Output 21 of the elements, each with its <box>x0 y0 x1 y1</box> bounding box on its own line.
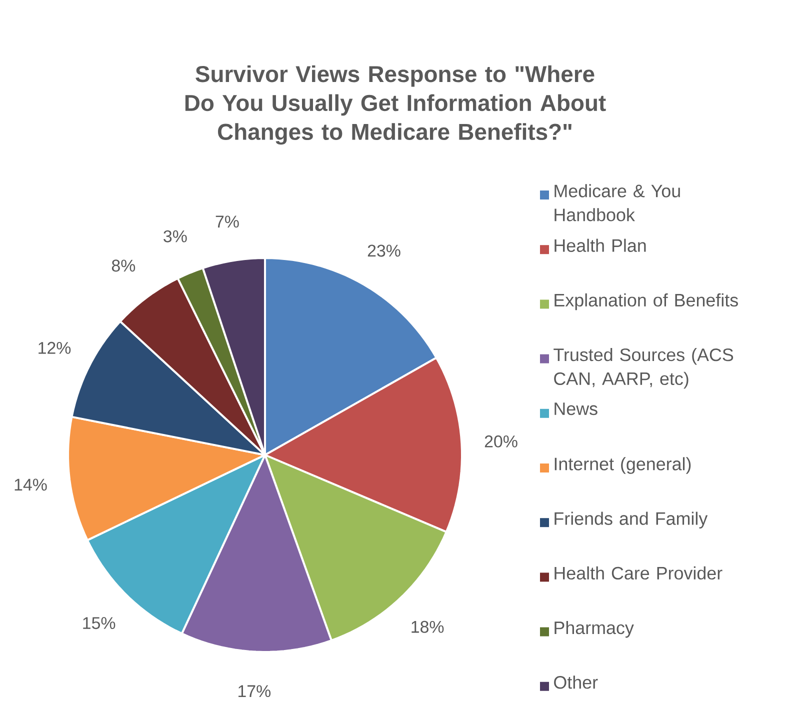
data-label: 7% <box>216 216 239 228</box>
data-label: 18% <box>412 620 444 633</box>
legend-label: Health Plan <box>554 238 646 252</box>
legend-label: Other <box>554 676 598 689</box>
legend-label: Explanation of Benefits <box>554 293 738 310</box>
data-label: 20% <box>484 435 518 448</box>
legend-label: News <box>554 402 598 416</box>
legend-label: Pharmacy <box>554 620 634 638</box>
legend-label: Friends and Family <box>554 512 708 528</box>
chart-title: Survivor Views Response to "Where Do You Usually Get Information About Changes to Medicare Benefits?" <box>185 65 606 145</box>
data-label: 23% <box>368 244 400 257</box>
data-label: 17% <box>238 685 271 698</box>
legend-label: Internet (general) <box>554 457 691 474</box>
legend-label: Health Care Provider <box>554 566 722 580</box>
data-label: 15% <box>83 617 116 630</box>
data-label: 14% <box>14 478 47 491</box>
data-label: 3% <box>164 230 187 242</box>
legend-label: Trusted Sources (ACS CAN, AARP, etc) <box>554 348 734 389</box>
data-label: 12% <box>38 342 71 354</box>
data-label: 8% <box>112 260 136 272</box>
legend-label: Medicare & You Handbook <box>554 184 680 222</box>
